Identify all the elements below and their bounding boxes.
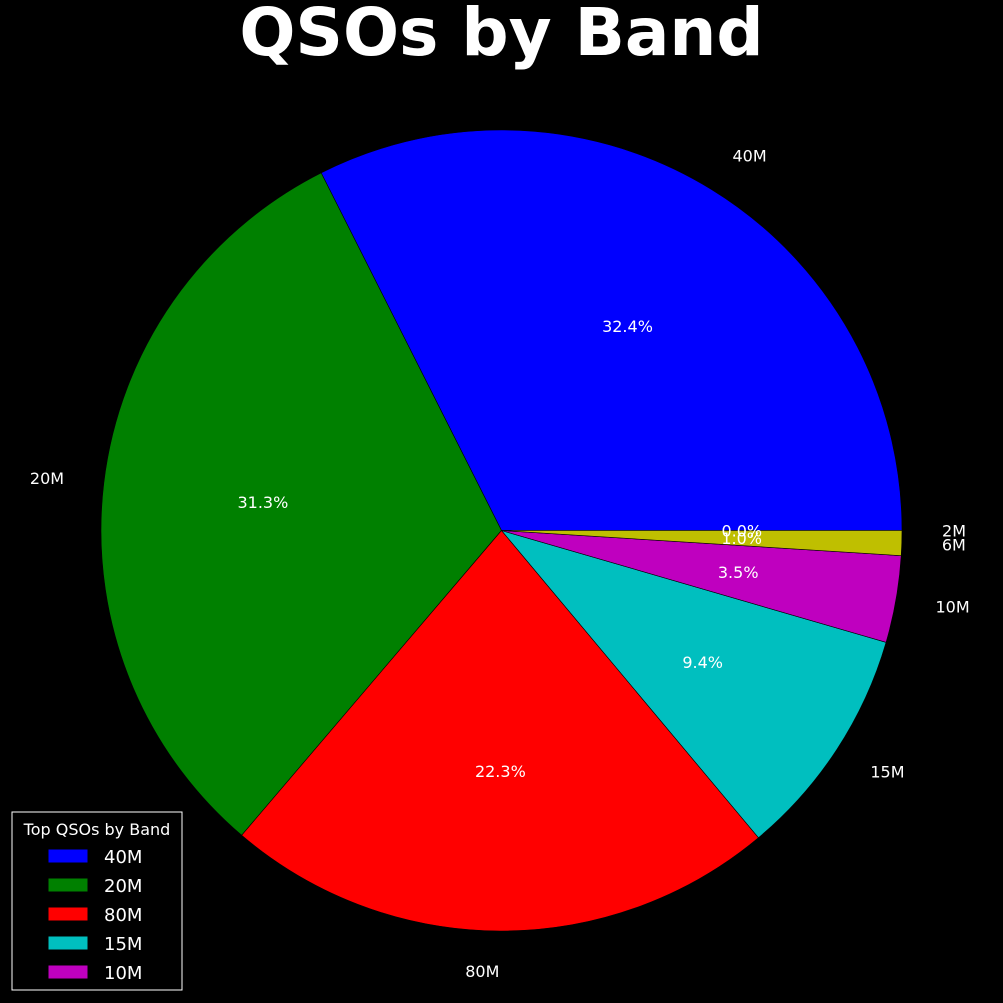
- slice-label-2m: 2M: [942, 522, 966, 541]
- legend-frame: [11, 811, 183, 991]
- slice-percent-40m: 32.4%: [602, 317, 653, 336]
- legend-swatch-15m: [47, 935, 89, 951]
- legend-entries: 40M 20M 80M 15M 10M: [47, 847, 142, 984]
- legend-label-10m: 10M: [104, 963, 142, 984]
- legend-swatch-10m: [47, 964, 89, 980]
- legend-swatch-40m: [47, 848, 89, 864]
- legend-swatch-80m: [47, 906, 89, 922]
- slice-percent-2m: 0.0%: [721, 522, 762, 541]
- legend-swatch-20m: [47, 877, 89, 893]
- pie-slice-80m: [241, 530, 759, 932]
- legend-label-80m: 80M: [104, 905, 142, 926]
- legend: Top QSOs by Band 40M 20M 80M 15M 10M: [11, 811, 183, 991]
- slice-percent-6m: 1.0%: [721, 529, 762, 548]
- legend-label-15m: 15M: [104, 934, 142, 955]
- slice-percent-10m: 3.5%: [718, 563, 759, 582]
- percent-labels: 32.4% 31.3% 22.3% 9.4% 3.5% 1.0%0.0%: [237, 317, 762, 781]
- slice-label-20m: 20M: [30, 469, 64, 488]
- slice-label-40m: 40M: [732, 146, 766, 165]
- pie-slice-40m: [320, 129, 903, 531]
- slice-label-15m: 15M: [870, 762, 904, 781]
- legend-label-40m: 40M: [104, 847, 142, 868]
- legend-label-20m: 20M: [104, 876, 142, 897]
- slice-label-6m: 6M: [942, 535, 966, 554]
- legend-title: Top QSOs by Band: [23, 820, 171, 839]
- slice-percent-15m: 9.4%: [682, 653, 723, 672]
- chart-title: QSOs by Band: [239, 0, 763, 71]
- pie-slice-20m: [100, 172, 502, 836]
- slice-label-10m: 10M: [935, 597, 969, 616]
- slice-label-80m: 80M: [465, 962, 499, 981]
- pie-slices: [100, 129, 903, 932]
- slice-percent-20m: 31.3%: [237, 493, 288, 512]
- pie-slice-15m: [500, 529, 887, 839]
- slice-percent-80m: 22.3%: [475, 762, 526, 781]
- pie-slice-6m: [501, 530, 903, 556]
